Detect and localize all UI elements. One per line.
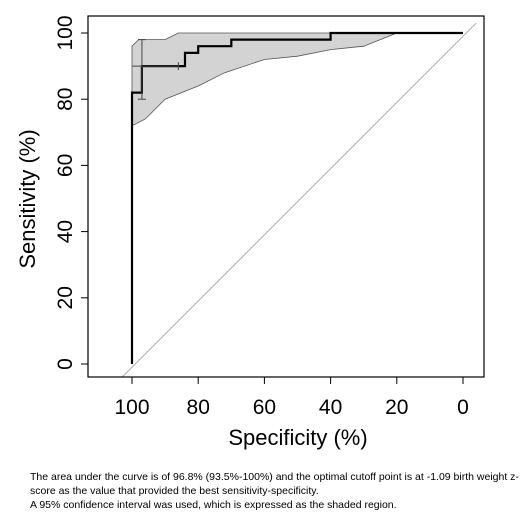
y-tick-label: 40 (54, 220, 77, 243)
y-tick-label: 20 (54, 286, 77, 309)
reference-diagonal (121, 22, 477, 377)
roc-chart: 100 80 60 40 20 0 0 20 40 60 80 100 Specificity (%… (15, 15, 485, 450)
x-tick-label: 0 (457, 396, 469, 419)
y-tick-label: 60 (54, 154, 77, 177)
x-tick-label: 80 (187, 396, 210, 419)
y-tick-label: 80 (54, 88, 77, 111)
figure-caption: The area under the curve is of 96.8% (93… (30, 470, 520, 512)
caption-line-2: A 95% confidence interval was used, whic… (30, 499, 397, 511)
x-tick-label: 20 (385, 396, 408, 419)
error-bars (132, 39, 179, 100)
x-axis: 100 80 60 40 20 0 (114, 376, 469, 419)
plot-area (121, 22, 477, 377)
x-tick-label: 60 (253, 396, 276, 419)
x-tick-label: 100 (114, 396, 149, 419)
y-tick-label: 100 (54, 15, 77, 50)
y-tick-label: 0 (54, 358, 77, 370)
y-axis-label: Sensitivity (%) (15, 129, 40, 268)
y-axis: 0 20 40 60 80 100 (54, 15, 89, 370)
caption-line-1: The area under the curve is of 96.8% (93… (30, 471, 519, 497)
x-tick-label: 40 (319, 396, 342, 419)
confidence-band (131, 32, 463, 127)
x-axis-label: Specificity (%) (228, 425, 367, 450)
